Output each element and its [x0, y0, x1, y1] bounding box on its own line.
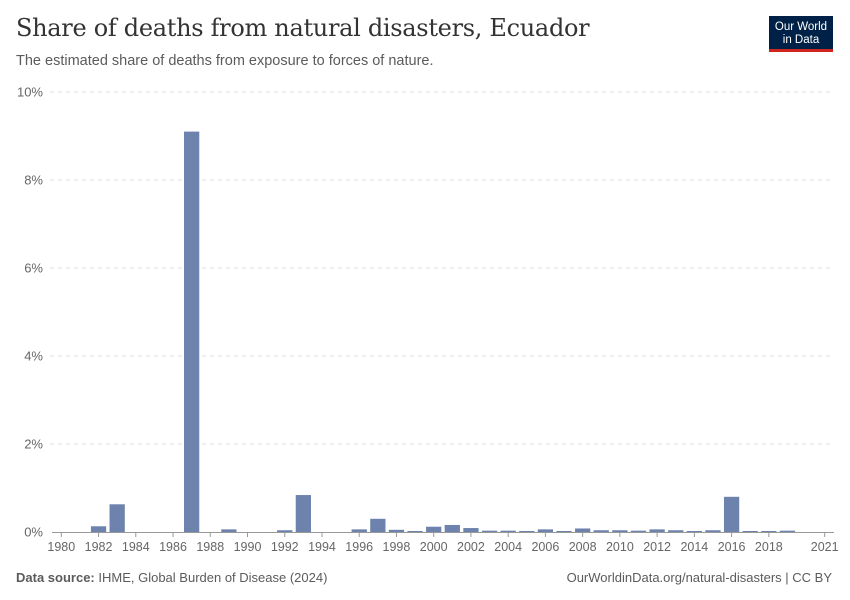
- data-source-text: IHME, Global Burden of Disease (2024): [98, 570, 328, 585]
- x-tick-labels: 1980 1982 1984 1986 1988 1990 1992 1994 1996 1998…: [47, 540, 838, 554]
- x-tick-label: 1980: [47, 540, 75, 554]
- x-tick-label: 2016: [718, 540, 746, 554]
- x-tick-label: 1986: [159, 540, 187, 554]
- attribution-link[interactable]: OurWorldinData.org/natural-disasters | C…: [566, 570, 832, 585]
- x-tick-label: 1990: [234, 540, 262, 554]
- chart-subtitle: The estimated share of deaths from expos…: [16, 53, 434, 69]
- bar: [277, 530, 293, 532]
- y-tick-label: 8%: [24, 173, 43, 188]
- bar: [649, 529, 665, 532]
- x-tick-label: 2000: [420, 540, 448, 554]
- bar: [593, 530, 609, 532]
- bar: [407, 531, 423, 532]
- x-tick-label: 2021: [811, 540, 839, 554]
- data-source: Data source: IHME, Global Burden of Dise…: [16, 570, 327, 585]
- y-tick-label: 4%: [24, 349, 43, 364]
- bar: [779, 530, 796, 532]
- y-tick-label: 0%: [24, 525, 43, 540]
- x-tick-label: 1998: [383, 540, 411, 554]
- bar: [351, 529, 367, 532]
- bar: [370, 518, 386, 532]
- bar: [388, 529, 405, 532]
- bar: [463, 528, 479, 532]
- bar: [742, 531, 758, 532]
- bar: [426, 526, 442, 532]
- bar: [705, 530, 721, 532]
- bar: [761, 531, 777, 532]
- bar: [109, 504, 125, 532]
- bar: [221, 529, 237, 532]
- bar: [630, 530, 647, 532]
- y-tick-label: 6%: [24, 261, 43, 276]
- logo-line-1: Our World: [774, 21, 828, 33]
- x-tick-label: 1982: [85, 540, 113, 554]
- data-source-label: Data source:: [16, 570, 95, 585]
- bar: [184, 131, 200, 532]
- bar: [612, 530, 628, 532]
- x-tick-label: 2010: [606, 540, 634, 554]
- x-tick-label: 2014: [680, 540, 708, 554]
- bar: [481, 530, 498, 532]
- bar: [686, 531, 702, 532]
- x-axis: [52, 532, 834, 537]
- y-tick-labels: 0% 2% 4% 6% 8% 10%: [17, 85, 43, 540]
- owid-logo[interactable]: Our World in Data: [769, 16, 833, 52]
- bar: [723, 496, 740, 532]
- logo-line-2: in Data: [782, 34, 820, 46]
- x-tick-label: 1996: [345, 540, 373, 554]
- y-tick-label: 10%: [17, 85, 43, 100]
- chart-title: Share of deaths from natural disasters, …: [16, 14, 590, 42]
- bars: [90, 131, 796, 532]
- x-tick-label: 1994: [308, 540, 336, 554]
- x-tick-label: 2002: [457, 540, 485, 554]
- x-tick-label: 1992: [271, 540, 299, 554]
- bar: [537, 529, 554, 532]
- gridlines: [50, 91, 834, 445]
- bar: [575, 528, 591, 532]
- x-tick-label: 2012: [643, 540, 671, 554]
- x-tick-label: 2006: [531, 540, 559, 554]
- x-tick-label: 2004: [494, 540, 522, 554]
- bar: [556, 531, 572, 532]
- bar: [500, 530, 516, 532]
- bar: [519, 531, 535, 532]
- y-tick-label: 2%: [24, 437, 43, 452]
- x-tick-label: 2018: [755, 540, 783, 554]
- bar: [90, 526, 107, 532]
- bar: [444, 524, 460, 532]
- x-tick-label: 1988: [196, 540, 224, 554]
- x-tick-label: 1984: [122, 540, 150, 554]
- bar: [295, 495, 311, 532]
- bar: [668, 530, 684, 532]
- x-tick-label: 2008: [569, 540, 597, 554]
